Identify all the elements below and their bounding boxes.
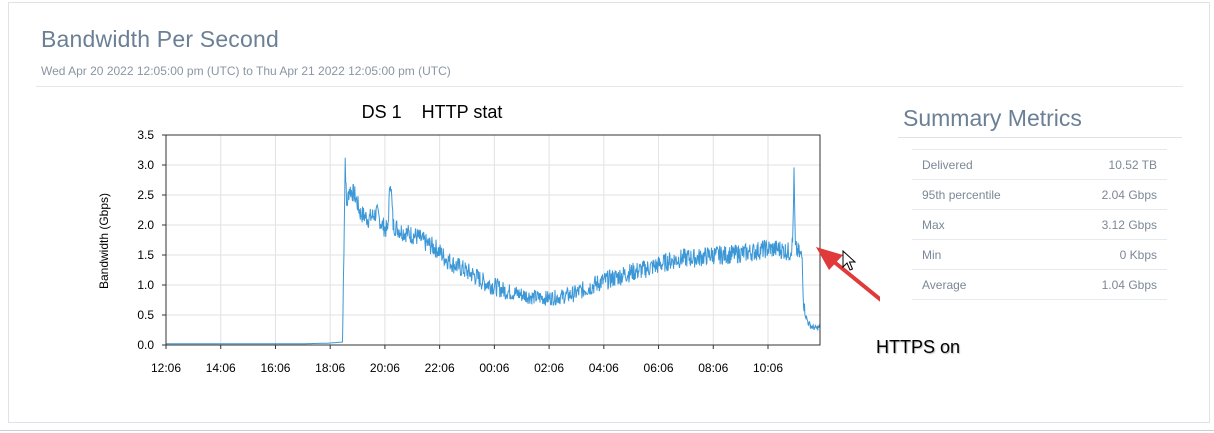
x-tick-label: 12:06 [151,361,181,375]
metric-label: Delivered [922,157,973,172]
y-tick-label: 1.0 [137,278,154,292]
metric-label: 95th percentile [922,187,1001,202]
title-divider [36,86,1183,87]
y-tick-label: 1.5 [137,248,154,262]
series-line [166,157,821,345]
y-tick-labels: 0.0 0.5 1.0 1.5 2.0 2.5 3.0 3.5 [137,128,166,352]
arrow-head [816,247,843,270]
y-tick-label: 0.5 [137,308,154,322]
x-tick-label: 10:06 [753,361,783,375]
chart-title: DS 1 HTTP stat [362,102,503,122]
x-tick-label: 00:06 [479,361,509,375]
https-on-annotation: HTTPS on [876,337,961,357]
summary-title: Summary Metrics [903,105,1082,131]
plot-frame [165,134,821,346]
x-tick-labels: 12:06 14:06 16:06 18:06 20:06 22:06 00:06 02:06… [151,345,783,375]
metric-value: 0 Kbps [1119,247,1157,262]
y-tick-label: 2.0 [137,218,154,232]
summary-metrics-table: Delivered 10.52 TB 95th percentile 2.04 Gbp… [912,149,1167,300]
bottom-divider [0,430,1214,431]
x-tick-label: 18:06 [315,361,345,375]
x-tick-label: 14:06 [206,361,236,375]
metric-value: 10.52 TB [1108,157,1157,172]
metric-label: Average [922,277,967,292]
x-tick-label: 08:06 [698,361,728,375]
y-tick-label: 2.5 [137,188,154,202]
bandwidth-chart: DS 1 HTTP stat Bandwidth (Gbps) 0.0 0.5 1.… [97,102,880,375]
x-tick-label: 04:06 [589,361,619,375]
metric-label: Max [922,217,945,232]
summary-divider [898,137,1182,138]
y-tick-label: 0.0 [137,338,154,352]
metric-value: 3.12 Gbps [1101,217,1157,232]
metric-row: Delivered 10.52 TB [912,150,1167,180]
chart-grid [165,134,820,346]
annotation-arrow [816,247,880,302]
panel-title: Bandwidth Per Second [41,26,279,52]
arrow-shaft [831,259,880,302]
x-tick-label: 16:06 [260,361,290,375]
metric-value: 1.04 Gbps [1101,277,1157,292]
mouse-cursor-icon [842,250,857,271]
x-tick-label: 22:06 [425,361,455,375]
metric-label: Min [922,247,942,262]
metric-row: Min 0 Kbps [912,240,1167,270]
x-tick-label: 02:06 [534,361,564,375]
x-tick-label: 06:06 [644,361,674,375]
metric-row: 95th percentile 2.04 Gbps [912,180,1167,210]
y-tick-label: 3.5 [137,128,154,142]
bandwidth-panel [8,2,1210,423]
date-range: Wed Apr 20 2022 12:05:00 pm (UTC) to Thu… [41,64,451,78]
x-tick-label: 20:06 [370,361,400,375]
metric-row: Average 1.04 Gbps [912,270,1167,300]
y-tick-label: 3.0 [137,158,154,172]
metric-value: 2.04 Gbps [1101,187,1157,202]
metric-row: Max 3.12 Gbps [912,210,1167,240]
y-axis-label: Bandwidth (Gbps) [97,193,111,289]
